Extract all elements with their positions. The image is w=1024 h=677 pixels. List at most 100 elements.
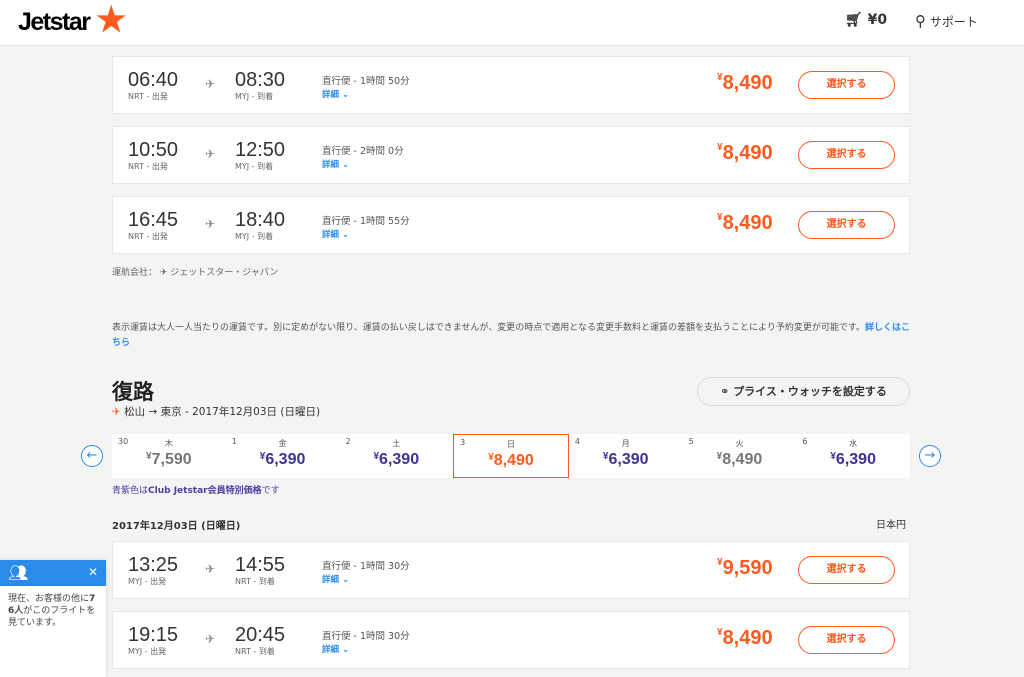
plane-icon: ✈ xyxy=(112,406,121,418)
arrival-airport: MYJ - 到着 xyxy=(235,232,274,241)
departure-time: 16:45 xyxy=(128,209,179,231)
arrival-airport: NRT - 到着 xyxy=(235,647,275,656)
club-note-c: です xyxy=(261,486,280,496)
route-text: 松山 → 東京 - 2017年12月03日 (日曜日) xyxy=(124,406,321,418)
price-value: 9,590 xyxy=(722,557,773,579)
departure-airport: NRT - 出発 xyxy=(128,92,168,101)
day-number: 3 xyxy=(460,438,466,447)
jetstar-logo[interactable]: Jetstar ★ xyxy=(18,1,126,39)
cart-button[interactable]: 🛒︎ ¥0 xyxy=(845,12,887,28)
select-button[interactable]: 選択する xyxy=(798,556,895,584)
arrow-right-icon: → xyxy=(924,448,936,463)
fare-price: ¥8,490 xyxy=(717,72,773,94)
arrival-airport: NRT - 到着 xyxy=(235,577,275,586)
day-price-value: 6,390 xyxy=(265,451,306,468)
weekday: 火 xyxy=(735,439,744,448)
day-price: ¥6,390 xyxy=(602,451,649,468)
calendar-day[interactable]: 6 水 ¥6,390 xyxy=(796,434,910,478)
flight-duration: 直行便 - 2時間 0分 xyxy=(322,146,404,157)
flight-duration: 直行便 - 1時間 30分 xyxy=(322,631,410,642)
day-price: ¥8,490 xyxy=(716,451,763,468)
flight-card: 10:50 NRT - 出発 ✈ 12:50 MYJ - 到着 直行便 - 2時… xyxy=(112,126,910,184)
return-route: ✈ 松山 → 東京 - 2017年12月03日 (日曜日) xyxy=(112,404,320,419)
plane-icon: ✈ xyxy=(205,77,216,91)
day-price: ¥6,390 xyxy=(259,451,306,468)
arrival-time: 14:55 xyxy=(235,554,286,576)
flight-duration: 直行便 - 1時間 30分 xyxy=(322,561,410,572)
departure-airport: NRT - 出発 xyxy=(128,162,168,171)
select-button[interactable]: 選択する xyxy=(798,71,895,99)
details-link[interactable]: 詳細 ⌄ xyxy=(322,90,350,100)
day-number: 6 xyxy=(802,437,808,446)
toast-count: 76人 xyxy=(8,594,96,616)
fare-price: ¥8,490 xyxy=(717,212,773,234)
departure-time: 06:40 xyxy=(128,69,179,91)
toast-c: がこのフライトを見ています。 xyxy=(8,606,96,628)
users-icon: 👥︎ xyxy=(0,560,106,586)
arrival-airport: MYJ - 到着 xyxy=(235,92,274,101)
select-button[interactable]: 選択する xyxy=(798,211,895,239)
price-value: 8,490 xyxy=(722,627,773,649)
weekday: 土 xyxy=(392,439,401,448)
toast-a: 現在、お客様の他に xyxy=(8,594,90,604)
details-link[interactable]: 詳細 ⌄ xyxy=(322,645,350,655)
date-calendar: 30 木 ¥7,590 1 金 ¥6,390 2 土 ¥6,390 3 日 ¥8… xyxy=(112,434,910,478)
details-link[interactable]: 詳細 ⌄ xyxy=(322,575,350,585)
flight-card: 06:40 NRT - 出発 ✈ 08:30 MYJ - 到着 直行便 - 1時… xyxy=(112,56,910,114)
details-link[interactable]: 詳細 ⌄ xyxy=(322,160,350,170)
currency-label: 日本円 xyxy=(876,520,906,531)
fare-note: 表示運賃は大人一人当たりの運賃です。別に定めがない限り、運賃の払い戻しはできませ… xyxy=(112,321,912,351)
day-price-value: 8,490 xyxy=(493,452,534,469)
star-icon: ★ xyxy=(96,1,126,39)
price-watch-button[interactable]: ⚭ プライス・ウォッチを設定する xyxy=(697,377,910,406)
club-note-b: Club Jetstar会員特別価格 xyxy=(148,486,262,496)
details-link[interactable]: 詳細 ⌄ xyxy=(322,230,350,240)
binoculars-icon: ⚭ xyxy=(720,385,730,398)
day-price-value: 6,390 xyxy=(835,451,876,468)
day-price-value: 6,390 xyxy=(379,451,420,468)
day-number: 4 xyxy=(574,437,580,446)
search-icon: ⚲ xyxy=(915,12,926,30)
calendar-day[interactable]: 30 木 ¥7,590 xyxy=(112,434,226,478)
flight-card: 13:25 MYJ - 出発 ✈ 14:55 NRT - 到着 直行便 - 1時… xyxy=(112,541,910,599)
header: Jetstar ★ 🛒︎ ¥0 ⚲ サポート xyxy=(0,0,1024,46)
fare-details-link[interactable]: 詳しくはこちら xyxy=(112,323,910,348)
calendar-day[interactable]: 5 火 ¥8,490 xyxy=(683,434,797,478)
weekday: 日 xyxy=(507,440,516,449)
calendar-day[interactable]: 4 月 ¥6,390 xyxy=(569,434,683,478)
departure-airport: NRT - 出発 xyxy=(128,232,168,241)
calendar-day[interactable]: 1 金 ¥6,390 xyxy=(226,434,340,478)
weekday: 金 xyxy=(278,439,287,448)
toast-text: 現在、お客様の他に76人がこのフライトを見ています。 xyxy=(8,593,100,629)
club-note: 青紫色はClub Jetstar会員特別価格です xyxy=(112,483,280,496)
next-dates-button[interactable]: → xyxy=(919,445,941,467)
select-button[interactable]: 選択する xyxy=(798,626,895,654)
arrival-time: 20:45 xyxy=(235,624,286,646)
arrival-time: 12:50 xyxy=(235,139,286,161)
select-button[interactable]: 選択する xyxy=(798,141,895,169)
day-price: ¥8,490 xyxy=(488,452,534,469)
day-price: ¥6,390 xyxy=(830,451,876,468)
cart-total: ¥0 xyxy=(867,12,888,28)
arrow-left-icon: ← xyxy=(86,448,98,463)
plane-icon: ✈ xyxy=(205,632,216,646)
logo-text: Jetstar xyxy=(18,8,91,36)
day-price: ¥6,390 xyxy=(373,451,420,468)
support-button[interactable]: ⚲ サポート xyxy=(915,12,978,30)
plane-icon: ✈ xyxy=(205,562,216,576)
prev-dates-button[interactable]: ← xyxy=(81,445,103,467)
departure-time: 13:25 xyxy=(128,554,179,576)
day-price-value: 6,390 xyxy=(608,451,649,468)
fare-note-text: 表示運賃は大人一人当たりの運賃です。別に定めがない限り、運賃の払い戻しはできませ… xyxy=(112,323,865,333)
calendar-day[interactable]: 3 日 ¥8,490 xyxy=(453,434,569,478)
flight-card: 16:45 NRT - 出発 ✈ 18:40 MYJ - 到着 直行便 - 1時… xyxy=(112,196,910,254)
departure-time: 19:15 xyxy=(128,624,179,646)
calendar-day[interactable]: 2 土 ¥6,390 xyxy=(339,434,453,478)
departure-airport: MYJ - 出発 xyxy=(128,647,167,656)
cart-icon: 🛒︎ xyxy=(845,12,863,28)
close-icon[interactable]: ✕ xyxy=(88,565,99,579)
weekday: 月 xyxy=(621,439,630,448)
support-label: サポート xyxy=(929,15,978,29)
arrival-airport: MYJ - 到着 xyxy=(235,162,274,171)
viewers-toast: 👥︎ 現在、お客様の他に76人がこのフライトを見ています。 ✕ xyxy=(0,560,106,677)
